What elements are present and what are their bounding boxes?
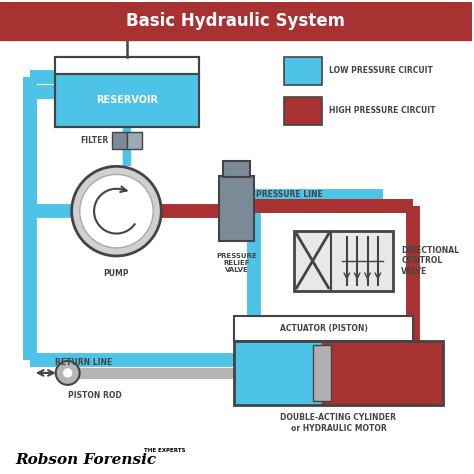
Bar: [234, 340, 443, 405]
Bar: [284, 97, 321, 125]
Text: FILTER: FILTER: [80, 136, 108, 145]
Circle shape: [64, 369, 72, 377]
Circle shape: [56, 361, 80, 385]
Text: Robson Forensic: Robson Forensic: [15, 453, 156, 467]
Bar: [219, 176, 254, 241]
Text: VENT: VENT: [116, 2, 138, 11]
Bar: [55, 57, 199, 74]
Text: LOW PRESSURE CIRCUIT: LOW PRESSURE CIRCUIT: [328, 66, 432, 75]
Bar: [112, 131, 127, 149]
Text: DOUBLE-ACTING CYLINDER
or HYDRAULIC MOTOR: DOUBLE-ACTING CYLINDER or HYDRAULIC MOTO…: [281, 413, 396, 433]
Text: PISTON ROD: PISTON ROD: [68, 391, 121, 400]
Text: DIRECTIONAL
CONTROL
VALVE: DIRECTIONAL CONTROL VALVE: [401, 246, 459, 276]
Circle shape: [80, 174, 153, 248]
Circle shape: [72, 166, 161, 256]
Bar: [55, 57, 199, 127]
Text: PRESSURE
RELIEF
VALVE: PRESSURE RELIEF VALVE: [216, 253, 257, 273]
Bar: [223, 161, 250, 177]
Bar: [313, 345, 331, 401]
Text: PRESSURE LINE: PRESSURE LINE: [256, 190, 323, 199]
Bar: [294, 231, 393, 291]
Text: HIGH PRESSURE CIRCUIT: HIGH PRESSURE CIRCUIT: [328, 106, 435, 115]
Text: RESERVOIR: RESERVOIR: [96, 95, 158, 105]
Bar: [284, 57, 321, 85]
Bar: [0, 2, 472, 40]
Bar: [234, 340, 322, 405]
Bar: [127, 131, 142, 149]
Bar: [322, 340, 443, 405]
Text: PUMP: PUMP: [104, 269, 129, 278]
Text: ACTUATOR (PISTON): ACTUATOR (PISTON): [280, 324, 367, 333]
Text: THE EXPERTS: THE EXPERTS: [145, 447, 186, 453]
Bar: [234, 316, 413, 340]
Bar: [55, 74, 199, 127]
Text: RETURN LINE: RETURN LINE: [55, 358, 112, 367]
Text: Basic Hydraulic System: Basic Hydraulic System: [127, 12, 346, 30]
